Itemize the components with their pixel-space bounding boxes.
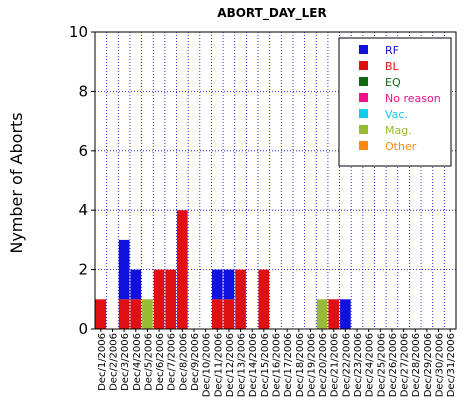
chart-title: ABORT_DAY_LER (217, 6, 326, 21)
legend-swatch (359, 125, 368, 134)
bar-segment (95, 299, 107, 329)
legend-swatch (359, 45, 368, 54)
x-tick-label: Dec/29/2006 (423, 333, 434, 397)
y-axis-label: Nymber of Aborts (7, 112, 26, 253)
legend-entry: Vac. (385, 108, 408, 121)
legend-box (338, 37, 452, 167)
x-tick-label: Dec/9/2006 (190, 333, 201, 391)
x-tick-label: Dec/24/2006 (365, 333, 376, 397)
bar-segment (130, 299, 142, 329)
legend-swatch (359, 93, 368, 102)
bar-segment (211, 299, 223, 329)
x-tick-label: Dec/20/2006 (318, 333, 329, 397)
x-tick-label: Dec/14/2006 (248, 333, 259, 397)
x-tick-label: Dec/25/2006 (376, 333, 387, 397)
legend-entry: Other (385, 140, 417, 153)
x-tick-label: Dec/21/2006 (330, 333, 341, 397)
bar-segment (223, 269, 235, 300)
bar-segment (177, 210, 188, 329)
x-tick-label: Dec/5/2006 (143, 333, 154, 391)
x-tick-label: Dec/3/2006 (120, 333, 131, 391)
bar-segment (211, 269, 223, 300)
x-tick-label: Dec/4/2006 (132, 333, 143, 391)
y-tick-label: 10 (69, 23, 88, 41)
legend-entry: BL (385, 60, 400, 73)
x-tick-label: Dec/12/2006 (225, 333, 236, 397)
bar-segment (118, 299, 130, 329)
x-tick-label: Dec/28/2006 (411, 333, 422, 397)
y-tick-label: 6 (78, 142, 88, 160)
bar-segment (223, 299, 235, 329)
legend-entry: EQ (385, 76, 401, 89)
x-tick-label: Dec/17/2006 (283, 333, 294, 397)
x-tick-label: Dec/8/2006 (178, 333, 189, 391)
x-tick-label: Dec/2/2006 (108, 333, 119, 391)
bar-segment (316, 299, 328, 329)
bar-segment (340, 299, 351, 329)
bar-segment (130, 269, 142, 300)
bar-segment (165, 269, 177, 329)
x-tick-label: Dec/6/2006 (155, 333, 166, 391)
legend-entry: No reason (385, 92, 441, 105)
y-tick-label: 8 (78, 82, 88, 100)
x-tick-label: Dec/18/2006 (295, 333, 306, 397)
x-tick-label: Dec/23/2006 (353, 333, 364, 397)
x-tick-label: Dec/26/2006 (388, 333, 399, 397)
bar-segment (153, 269, 165, 329)
x-tick-label: Dec/10/2006 (202, 333, 213, 397)
legend-swatch (359, 109, 368, 118)
x-tick-label: Dec/27/2006 (400, 333, 411, 397)
x-tick-label: Dec/30/2006 (435, 333, 446, 397)
x-tick-label: Dec/19/2006 (306, 333, 317, 397)
legend: RF BL EQ No reason Vac. Mag. Other (338, 37, 452, 167)
x-tick-label: Dec/16/2006 (272, 333, 283, 397)
legend-swatch (359, 141, 368, 150)
bar-segment (235, 269, 246, 329)
bar-segment (118, 239, 130, 300)
legend-entry: Mag. (385, 124, 412, 137)
legend-swatch (359, 77, 368, 86)
y-tick-label: 4 (78, 201, 88, 219)
bar-segment (328, 299, 340, 329)
x-tick-label: Dec/31/2006 (446, 333, 457, 397)
x-tick-label: Dec/13/2006 (237, 333, 248, 397)
y-tick-label: 2 (78, 261, 88, 279)
bar-segment (258, 269, 270, 329)
x-tick-label: Dec/11/2006 (213, 333, 224, 397)
x-tick-label: Dec/7/2006 (167, 333, 178, 391)
legend-entry: RF (385, 44, 399, 57)
y-tick-label: 0 (78, 320, 88, 338)
bar-segment (142, 299, 153, 329)
x-tick-label: Dec/1/2006 (97, 333, 108, 391)
x-tick-label: Dec/15/2006 (260, 333, 271, 397)
legend-swatch (359, 61, 368, 70)
x-tick-label: Dec/22/2006 (341, 333, 352, 397)
